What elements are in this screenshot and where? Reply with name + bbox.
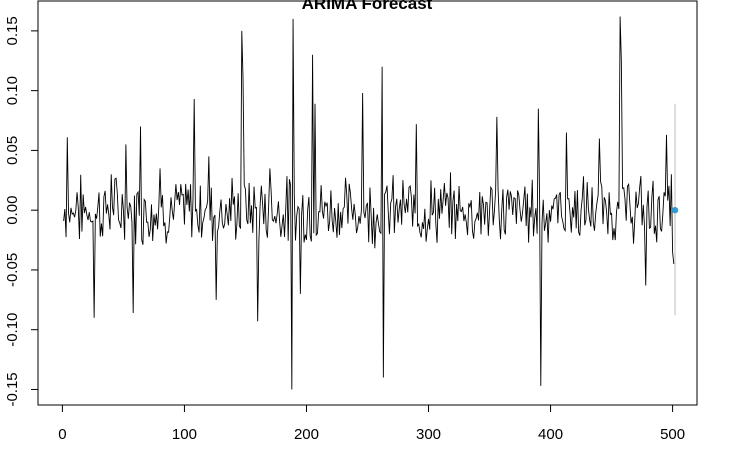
y-tick-label: -0.05 (4, 253, 21, 287)
y-tick-label: 0.15 (4, 16, 21, 45)
x-tick-label: 100 (172, 426, 197, 443)
plot-area (37, 0, 698, 406)
y-tick-label: -0.15 (4, 372, 21, 406)
chart-title: ARIMA Forecast (302, 0, 433, 13)
x-tick-label: 400 (538, 426, 563, 443)
x-axis: 0 100 200 300 400 500 (58, 404, 685, 443)
y-tick-label: 0.00 (4, 196, 21, 225)
y-tick-label: 0.05 (4, 136, 21, 165)
y-tick-label: -0.10 (4, 313, 21, 347)
x-tick-label: 0 (58, 426, 66, 443)
y-axis: -0.15 -0.10 -0.05 0.00 0.05 0.10 0.15 (4, 16, 39, 407)
y-tick-label: 0.10 (4, 76, 21, 105)
x-tick-label: 300 (416, 426, 441, 443)
forecast-point (671, 206, 679, 214)
x-tick-label: 500 (660, 426, 685, 443)
x-tick-label: 200 (294, 426, 319, 443)
series-line (63, 16, 675, 390)
